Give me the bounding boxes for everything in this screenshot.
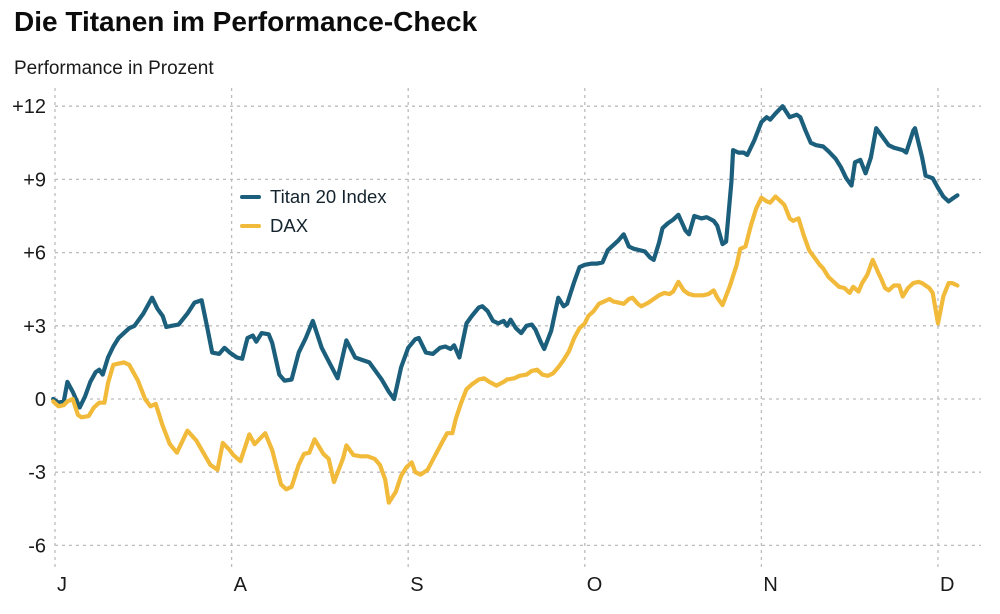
y-tick-label: +6 [23, 243, 46, 265]
series-line-dax [51, 194, 960, 505]
legend-item-titan: Titan 20 Index [240, 186, 387, 208]
x-tick-label: D [940, 574, 954, 596]
y-tick-label: +9 [23, 169, 46, 191]
x-tick-label: J [57, 574, 67, 596]
series-line-titan-20-index [51, 104, 960, 410]
legend-label-dax: DAX [270, 215, 309, 236]
x-tick-label: S [410, 574, 423, 596]
y-tick-label: +12 [12, 96, 46, 118]
titan-line-swatch-icon [240, 195, 261, 199]
chart-subtitle: Performance in Prozent [14, 58, 214, 79]
chart-title: Die Titanen im Performance-Check [14, 6, 478, 37]
y-tick-label: +3 [23, 316, 46, 338]
legend: Titan 20 Index DAX [240, 186, 387, 237]
legend-label-titan: Titan 20 Index [270, 186, 387, 207]
x-tick-label: A [234, 574, 248, 596]
y-tick-label: 0 [35, 389, 46, 411]
legend-item-dax: DAX [240, 215, 387, 237]
x-tick-label: N [763, 574, 777, 596]
y-tick-label: -3 [28, 462, 46, 484]
x-tick-label: O [587, 574, 603, 596]
y-tick-label: -6 [28, 535, 46, 557]
dax-line-swatch-icon [240, 224, 261, 228]
